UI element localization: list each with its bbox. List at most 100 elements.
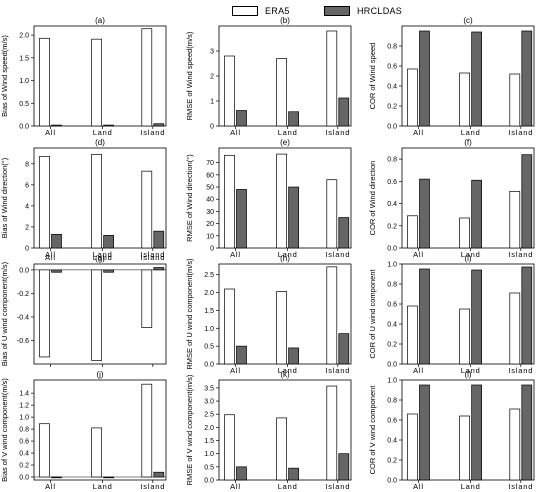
panel-title: (e): [280, 138, 290, 147]
bar-hrcldas-island: [153, 123, 165, 127]
x-tick-label: Island: [325, 128, 350, 137]
panel-title: (a): [95, 16, 105, 25]
bar-era5-land: [91, 269, 102, 361]
panel-title: (g): [95, 254, 105, 263]
chart-panel-e: (e) 0 10 20 30 40 50 60 70 RMSE of Wind direction…: [185, 138, 352, 259]
y-tick-label: 0.4: [19, 451, 29, 458]
x-tick-label: All: [230, 482, 241, 491]
panel-title: (c): [463, 16, 473, 25]
y-tick-label: 2.0: [204, 425, 214, 432]
x-tick-label: Land: [93, 250, 113, 259]
y-tick-label: 0: [210, 124, 214, 131]
y-tick-label: 3: [210, 49, 214, 56]
y-tick-label: 0.4: [387, 322, 397, 329]
bar-hrcldas-all: [51, 233, 62, 249]
bar-era5-island: [509, 190, 521, 249]
x-tick-label: All: [230, 250, 241, 259]
bar-hrcldas-island: [521, 30, 533, 127]
bar-era5-all: [407, 68, 418, 127]
chart-panel-l: (l) 0.0 0.2 0.4 0.6 0.8 1.0 COR of V wind compo…: [368, 370, 535, 491]
bar-era5-island: [509, 292, 521, 365]
x-tick-label: Island: [508, 482, 533, 491]
y-tick-label: 6: [25, 182, 29, 189]
bar-era5-all: [224, 414, 235, 481]
y-axis-label: Bias of V wind component(m/s): [0, 378, 9, 482]
bar-hrcldas-island: [338, 217, 350, 249]
bar-hrcldas-land: [471, 31, 482, 127]
chart-panel-c: (c) 0.0 0.2 0.4 0.6 0.8 COR of Wind speed All La…: [368, 16, 535, 137]
x-tick-label: Land: [278, 128, 298, 137]
y-tick-label: 0.5: [19, 101, 29, 108]
y-tick-label: 0.2: [387, 104, 397, 111]
plot-frame: [33, 263, 167, 365]
y-tick-label: 0.5: [204, 344, 214, 351]
y-tick-label: 10: [206, 233, 214, 240]
y-tick-label: 2: [25, 224, 29, 231]
panel-title: (i): [464, 254, 471, 263]
y-tick-label: 1.0: [387, 262, 397, 269]
panel-title: (f): [464, 138, 472, 147]
y-tick-label: 1.4: [19, 391, 29, 398]
y-tick-label: 0.8: [19, 427, 29, 434]
y-tick-label: 8: [25, 161, 29, 168]
bar-hrcldas-island: [153, 267, 165, 271]
bar-hrcldas-all: [51, 269, 62, 273]
x-tick-label: Land: [93, 253, 113, 262]
y-tick-label: 0: [210, 246, 214, 253]
x-tick-label: Land: [93, 482, 113, 491]
y-tick-label: 30: [206, 209, 214, 216]
panel-title: (h): [280, 254, 290, 263]
bar-hrcldas-all: [51, 476, 62, 479]
y-tick-label: 60: [206, 172, 214, 179]
chart-panel-j: (j) 0.0 0.2 0.4 0.6 0.8 1.0 1.2 1.4 Bias of V win…: [0, 370, 167, 491]
y-tick-label: 0.6: [387, 418, 397, 425]
bar-hrcldas-land: [288, 186, 299, 249]
bar-era5-all: [224, 288, 235, 365]
y-tick-label: 0.4: [387, 438, 397, 445]
bar-era5-land: [459, 308, 470, 365]
y-axis-label: Bias of Wind speed(m/s): [0, 35, 9, 117]
y-tick-label: 3.0: [204, 399, 214, 406]
bar-era5-land: [276, 58, 287, 127]
bar-hrcldas-all: [419, 268, 430, 365]
bar-hrcldas-land: [471, 179, 482, 249]
x-tick-label: Island: [140, 482, 165, 491]
x-tick-label: Land: [461, 128, 481, 137]
y-tick-label: 0.4: [387, 84, 397, 91]
x-tick-label: Island: [508, 366, 533, 375]
bar-era5-island: [326, 179, 338, 249]
bar-era5-land: [459, 415, 470, 481]
y-tick-label: 0.0: [204, 362, 214, 369]
bar-era5-all: [224, 55, 235, 127]
y-tick-label: 4: [25, 203, 29, 210]
bar-hrcldas-all: [236, 110, 247, 127]
bar-era5-land: [91, 153, 102, 249]
bar-hrcldas-island: [338, 453, 350, 481]
chart-panel-k: (k) 0.0 0.5 1.0 1.5 2.0 2.5 3.0 3.5 RMSE of V win…: [185, 370, 352, 491]
legend-label-era5: ERA5: [265, 6, 290, 16]
bar-era5-land: [459, 217, 470, 249]
y-axis-label: COR of Wind direction: [368, 161, 377, 236]
y-tick-label: 0.0: [387, 362, 397, 369]
bar-era5-island: [141, 269, 153, 328]
x-tick-label: Land: [461, 366, 481, 375]
legend-swatch-era5: [232, 6, 258, 16]
bar-hrcldas-all: [419, 30, 430, 127]
bar-hrcldas-island: [338, 333, 350, 365]
y-tick-label: 0.8: [387, 157, 397, 164]
y-tick-label: 2.5: [204, 412, 214, 419]
y-tick-label: 2.0: [19, 33, 29, 40]
y-tick-label: 20: [206, 221, 214, 228]
y-tick-label: 0.0: [204, 478, 214, 485]
bar-era5-island: [326, 266, 338, 365]
bar-era5-all: [407, 413, 418, 481]
x-tick-label: All: [413, 366, 424, 375]
bar-era5-island: [141, 383, 153, 478]
x-tick-label: Land: [93, 128, 113, 137]
y-tick-label: 1.5: [19, 55, 29, 62]
bar-hrcldas-all: [236, 189, 247, 249]
y-tick-label: 50: [206, 185, 214, 192]
y-axis-label: RMSE of U wind component(m/s): [185, 258, 194, 370]
y-tick-label: 0.5: [204, 464, 214, 471]
